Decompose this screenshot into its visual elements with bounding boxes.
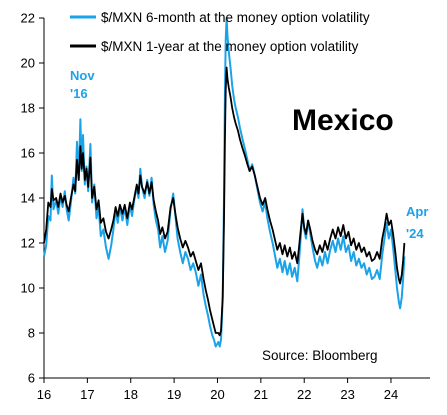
y-tick-label: 14 [21, 191, 35, 206]
y-tick-label: 18 [21, 101, 35, 116]
y-tick-label: 6 [28, 371, 35, 386]
x-tick-label: 23 [340, 387, 354, 402]
y-tick-label: 12 [21, 236, 35, 251]
x-tick-label: 24 [384, 387, 398, 402]
x-tick-label: 19 [167, 387, 181, 402]
x-axis-ticks: 16 17 18 19 20 21 22 23 24 [37, 378, 398, 402]
legend-label-1y: $/MXN 1-year at the money option volatil… [101, 39, 359, 54]
y-tick-label: 10 [21, 281, 35, 296]
annotation-nov-year: '16 [70, 86, 88, 101]
y-axis-ticks: 6 8 10 12 14 16 18 20 22 [21, 11, 44, 386]
annotation-apr-year: '24 [406, 226, 424, 241]
y-tick-label: 22 [21, 11, 35, 26]
y-tick-label: 16 [21, 146, 35, 161]
x-tick-label: 16 [37, 387, 51, 402]
legend-label-6m: $/MXN 6-month at the money option volati… [101, 10, 370, 25]
annotation-apr-month: Apr [406, 204, 428, 219]
series-line-1y-volatility [43, 66, 406, 337]
series-layer [43, 17, 406, 348]
chart-title: Mexico [292, 104, 394, 137]
x-tick-label: 22 [297, 387, 311, 402]
x-tick-label: 18 [124, 387, 138, 402]
y-tick-label: 8 [28, 326, 35, 341]
annotation-nov-month: Nov [70, 68, 95, 83]
legend: $/MXN 6-month at the money option volati… [70, 10, 370, 54]
x-tick-label: 21 [254, 387, 268, 402]
y-tick-label: 20 [21, 56, 35, 71]
x-tick-label: 17 [80, 387, 94, 402]
x-tick-label: 20 [210, 387, 224, 402]
source-note: Source: Bloomberg [262, 348, 378, 363]
